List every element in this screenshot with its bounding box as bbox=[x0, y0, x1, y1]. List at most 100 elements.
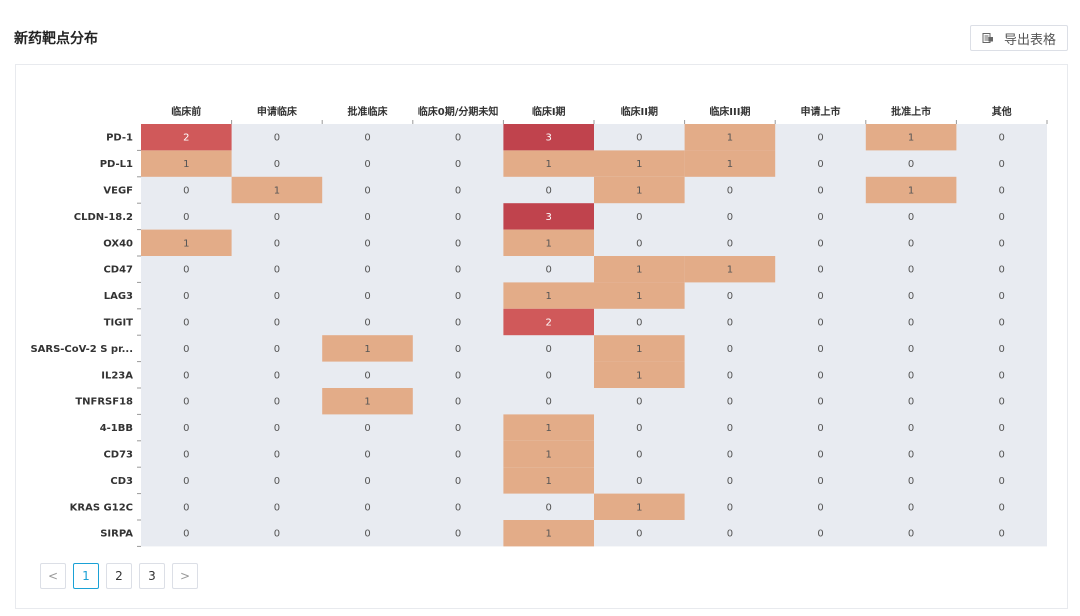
heatmap-cell[interactable] bbox=[503, 282, 594, 309]
x-tick-label: 批准上市 bbox=[891, 105, 931, 118]
heatmap-cell-value: 0 bbox=[274, 344, 280, 355]
heatmap-cell-value: 0 bbox=[817, 318, 823, 329]
heatmap-cell-value: 0 bbox=[183, 476, 189, 487]
heatmap-cell-value: 1 bbox=[364, 344, 370, 355]
heatmap-cell-value: 0 bbox=[999, 423, 1005, 434]
page-button-1[interactable]: 1 bbox=[73, 563, 99, 589]
heatmap-cell-value: 0 bbox=[727, 529, 733, 540]
heatmap-cell-value: 0 bbox=[817, 265, 823, 276]
heatmap-cell-value: 0 bbox=[546, 397, 552, 408]
heatmap-cell[interactable] bbox=[141, 124, 232, 151]
heatmap-cell-value: 0 bbox=[455, 238, 461, 249]
y-tick-label: IL23A bbox=[101, 370, 133, 381]
heatmap-cell[interactable] bbox=[684, 150, 776, 177]
heatmap-cell[interactable] bbox=[594, 176, 685, 204]
y-tick-label: SARS-CoV-2 S pr... bbox=[30, 344, 133, 355]
heatmap-cell[interactable] bbox=[503, 124, 594, 151]
heatmap-cell[interactable] bbox=[594, 493, 685, 520]
heatmap-cell[interactable] bbox=[503, 467, 594, 494]
x-tick-label: 其他 bbox=[992, 105, 1012, 118]
heatmap-cell-value: 0 bbox=[274, 159, 280, 170]
heatmap-cell-value: 0 bbox=[183, 423, 189, 434]
next-page-button[interactable]: > bbox=[172, 563, 198, 589]
heatmap-cell-value: 0 bbox=[455, 529, 461, 540]
heatmap-cell-value: 0 bbox=[364, 238, 370, 249]
heatmap-cell-value: 0 bbox=[636, 397, 642, 408]
x-tick-label: 批准临床 bbox=[348, 105, 389, 118]
heatmap-cell-value: 0 bbox=[455, 159, 461, 170]
heatmap-cell-value: 0 bbox=[908, 159, 914, 170]
heatmap-cell-value: 0 bbox=[274, 423, 280, 434]
x-tick-label: 临床前 bbox=[171, 105, 201, 118]
heatmap-cell-value: 1 bbox=[546, 291, 552, 302]
heatmap-cell-value: 0 bbox=[274, 318, 280, 329]
heatmap-cell-value: 0 bbox=[727, 212, 733, 223]
heatmap-cell[interactable] bbox=[503, 229, 594, 256]
x-tick-label: 临床III期 bbox=[709, 105, 750, 118]
heatmap-cell-value: 3 bbox=[546, 212, 552, 223]
y-tick-label: TNFRSF18 bbox=[75, 397, 133, 408]
heatmap-cell[interactable] bbox=[684, 124, 776, 151]
heatmap-cell[interactable] bbox=[503, 520, 594, 547]
heatmap-cell[interactable] bbox=[141, 150, 232, 177]
y-tick-label: CLDN-18.2 bbox=[74, 212, 133, 223]
heatmap-cell[interactable] bbox=[503, 308, 594, 336]
heatmap-cell-value: 0 bbox=[183, 318, 189, 329]
export-table-button[interactable]: 导出表格 bbox=[970, 25, 1068, 51]
heatmap-cell[interactable] bbox=[503, 414, 594, 441]
page-button-3[interactable]: 3 bbox=[139, 563, 165, 589]
heatmap-cell[interactable] bbox=[594, 361, 685, 388]
heatmap-cell-value: 0 bbox=[274, 265, 280, 276]
heatmap-cell-value: 1 bbox=[636, 291, 642, 302]
pagination: < 1 2 3 > bbox=[40, 563, 198, 589]
x-tick-label: 申请上市 bbox=[801, 105, 841, 118]
heatmap-cell-value: 0 bbox=[817, 186, 823, 197]
heatmap-cell-value: 0 bbox=[908, 476, 914, 487]
prev-page-button[interactable]: < bbox=[40, 563, 66, 589]
heatmap-cell-value: 0 bbox=[999, 133, 1005, 144]
heatmap-cell[interactable] bbox=[322, 335, 413, 362]
heatmap-cell[interactable] bbox=[503, 440, 594, 468]
y-tick-label: LAG3 bbox=[104, 291, 133, 302]
heatmap-cell-value: 0 bbox=[908, 265, 914, 276]
heatmap-cell[interactable] bbox=[503, 150, 594, 177]
heatmap-cell-value: 0 bbox=[455, 476, 461, 487]
heatmap-cell-value: 1 bbox=[727, 265, 733, 276]
heatmap-cell-value: 0 bbox=[274, 476, 280, 487]
heatmap-cell-value: 0 bbox=[455, 344, 461, 355]
heatmap-cell[interactable] bbox=[684, 256, 776, 283]
heatmap-cell-value: 0 bbox=[183, 186, 189, 197]
y-tick-label: PD-L1 bbox=[100, 159, 133, 170]
heatmap-cell-value: 0 bbox=[364, 502, 370, 513]
heatmap-cell-value: 0 bbox=[455, 370, 461, 381]
y-tick-label: SIRPA bbox=[100, 529, 133, 540]
heatmap-cell-value: 0 bbox=[908, 370, 914, 381]
export-table-icon bbox=[982, 32, 994, 44]
heatmap-cell-value: 0 bbox=[274, 502, 280, 513]
heatmap-cell[interactable] bbox=[141, 229, 232, 256]
heatmap-cell[interactable] bbox=[231, 176, 323, 204]
heatmap-cell[interactable] bbox=[594, 335, 685, 362]
y-tick-label: PD-1 bbox=[106, 133, 133, 144]
heatmap-cell-value: 1 bbox=[274, 186, 280, 197]
heatmap-cell[interactable] bbox=[594, 256, 685, 283]
heatmap-cell-value: 0 bbox=[727, 450, 733, 461]
heatmap-cell-value: 0 bbox=[999, 397, 1005, 408]
heatmap-cell[interactable] bbox=[503, 203, 594, 230]
heatmap-cell-value: 0 bbox=[636, 212, 642, 223]
heatmap-cell-value: 0 bbox=[455, 397, 461, 408]
heatmap-cell[interactable] bbox=[322, 388, 413, 415]
heatmap-cell-value: 0 bbox=[455, 318, 461, 329]
heatmap-cell-value: 0 bbox=[908, 344, 914, 355]
heatmap-cell[interactable] bbox=[865, 124, 957, 151]
heatmap-cell[interactable] bbox=[594, 150, 685, 177]
heatmap-cell-value: 1 bbox=[546, 159, 552, 170]
y-tick-label: 4-1BB bbox=[100, 423, 133, 434]
heatmap-cell-value: 0 bbox=[727, 502, 733, 513]
heatmap-cell-value: 0 bbox=[274, 238, 280, 249]
heatmap-cell-value: 0 bbox=[183, 529, 189, 540]
heatmap-cell[interactable] bbox=[594, 282, 685, 309]
heatmap-cell[interactable] bbox=[865, 176, 957, 204]
page-button-2[interactable]: 2 bbox=[106, 563, 132, 589]
heatmap-cell-value: 1 bbox=[636, 344, 642, 355]
